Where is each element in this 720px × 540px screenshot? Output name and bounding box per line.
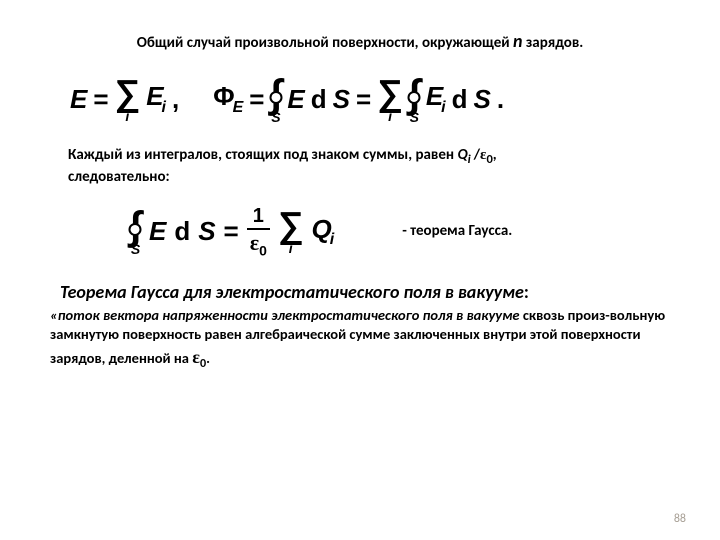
frac-num: 1 bbox=[247, 206, 270, 230]
heading-n: n bbox=[513, 30, 523, 52]
sigma-sub-3: i bbox=[289, 241, 293, 255]
eq3-E: E bbox=[149, 216, 166, 247]
heading: Общий случай произвольной поверхности, о… bbox=[50, 30, 670, 52]
sym-eq2b: = bbox=[356, 84, 371, 115]
sigma-sub: i bbox=[125, 109, 129, 123]
line2-a: Каждый из интегралов, стоящих под знаком… bbox=[68, 146, 457, 164]
sym-Phi: ΦE bbox=[213, 81, 243, 116]
sigma-icon-3: ∑ i bbox=[278, 207, 304, 255]
sym-comma: , bbox=[172, 84, 179, 115]
sigma-sub-2: i bbox=[388, 109, 392, 123]
body-dot: . bbox=[206, 349, 210, 367]
sym-S2: S bbox=[474, 84, 491, 115]
sym-dot: . bbox=[497, 84, 504, 115]
frac-zero: 0 bbox=[259, 242, 267, 258]
oint-sub-2: S bbox=[410, 110, 419, 124]
oint-sub-3: S bbox=[131, 242, 140, 256]
eq-flux: ΦE = ∫ S E dS = ∑ i ∫ S Ei dS. bbox=[213, 74, 504, 124]
line2-comma: , bbox=[493, 146, 497, 164]
sym-Ei2: Ei bbox=[426, 81, 446, 116]
heading-pre: Общий случай произвольной поверхности, о… bbox=[137, 34, 513, 52]
theorem-colon: : bbox=[524, 281, 529, 303]
heading-post: зарядов. bbox=[523, 34, 584, 52]
eq3-Qi: Qi bbox=[312, 214, 335, 249]
sigma-icon-2: ∑ i bbox=[377, 75, 403, 123]
text-line-2: Каждый из интегралов, стоящих под знаком… bbox=[68, 146, 670, 188]
sym-d2: d bbox=[452, 84, 468, 115]
theorem-title: Теорема Гаусса для электростатического п… bbox=[60, 281, 670, 304]
equation-row-1: E = ∑ i Ei , ΦE = ∫ S E dS = ∑ i bbox=[70, 74, 670, 124]
page-number: 88 bbox=[674, 512, 686, 526]
fraction-icon: 1 ε0 bbox=[247, 206, 270, 257]
body-eps: ε bbox=[192, 347, 200, 367]
theorem-title-text: Теорема Гаусса для электростатического п… bbox=[60, 281, 524, 303]
sym-Ei: Ei bbox=[146, 81, 166, 116]
oint-icon-2: ∫ S bbox=[409, 74, 420, 124]
sigma-icon: ∑ i bbox=[115, 75, 141, 123]
eq3-eq: = bbox=[224, 216, 239, 247]
equation-row-2: ∫ S E dS = 1 ε0 ∑ i Qi - теорема Гаусса. bbox=[130, 206, 670, 257]
sym-E: E bbox=[70, 84, 87, 115]
oint-icon-3: ∫ S bbox=[130, 206, 141, 256]
theorem-body: «поток вектора напряженности электростат… bbox=[50, 306, 670, 372]
eq3-S: S bbox=[198, 216, 215, 247]
sym-d1: d bbox=[311, 84, 327, 115]
eq3-d: d bbox=[174, 216, 190, 247]
sym-E2: E bbox=[287, 84, 304, 115]
eq-E-sum: E = ∑ i Ei , bbox=[70, 75, 179, 123]
body-a: «поток вектора напряженности электростат… bbox=[50, 306, 520, 324]
line2-b: следовательно: bbox=[68, 168, 170, 186]
sym-S1: S bbox=[333, 84, 350, 115]
gauss-caption: - теорема Гаусса. bbox=[402, 222, 512, 240]
line2-Q: Q bbox=[457, 146, 467, 164]
sym-eq2a: = bbox=[249, 84, 264, 115]
oint-sub: S bbox=[271, 110, 280, 124]
oint-icon: ∫ S bbox=[270, 74, 281, 124]
frac-eps: ε bbox=[250, 230, 259, 255]
sym-eq: = bbox=[93, 84, 108, 115]
